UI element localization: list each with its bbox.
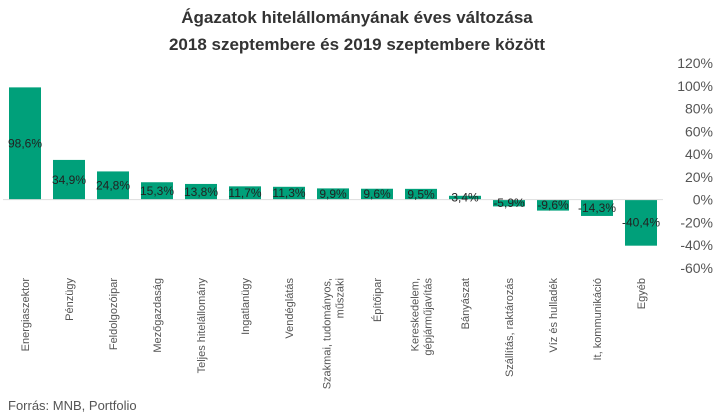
data-label: 9,5%: [407, 187, 435, 201]
category-label-line: műszaki: [335, 278, 347, 318]
data-label: 9,6%: [363, 187, 391, 201]
y-tick-label: 40%: [685, 146, 713, 162]
bar: [317, 188, 349, 200]
data-label: 15,3%: [140, 184, 174, 198]
x-axis: Energiaszektor Pénzügy Feldolgozóipar Mezőg…: [20, 278, 648, 390]
bar: [141, 182, 173, 200]
category-label: Energiaszektor: [20, 278, 32, 352]
category-label: Feldolgozóipar: [108, 278, 120, 350]
category-label: Egyéb: [636, 278, 648, 309]
data-label: 9,9%: [319, 187, 347, 201]
bar: [9, 87, 41, 200]
y-tick-label: -60%: [680, 260, 713, 276]
data-label: 11,3%: [272, 186, 305, 200]
category-label: Bányászat: [460, 278, 472, 329]
category-label: It, kommunikáció: [592, 278, 604, 361]
data-label: -9,6%: [537, 198, 569, 212]
bars-group: [9, 87, 657, 246]
category-label-line: Szakmai, tudományos,: [322, 278, 334, 389]
y-tick-label: 20%: [685, 169, 713, 185]
bar: [537, 199, 569, 211]
category-label-line: Egyéb: [636, 278, 648, 309]
category-label-line: Vendéglátás: [284, 278, 296, 339]
chart-subtitle: 2018 szeptembere és 2019 szeptembere köz…: [169, 35, 545, 54]
data-label: 3,4%: [451, 191, 479, 205]
data-label: 24,8%: [96, 179, 130, 193]
source-note: Forrás: MNB, Portfolio: [8, 398, 137, 413]
category-label: Vendéglátás: [284, 278, 296, 339]
category-label: Építőipar: [371, 278, 384, 322]
category-label-line: Teljes hitelállomány: [196, 278, 208, 374]
bar: [53, 159, 85, 200]
bar: [97, 171, 129, 200]
bar: [405, 188, 437, 200]
y-tick-label: 80%: [685, 101, 713, 117]
category-label: Víz és hulladék: [548, 278, 560, 353]
category-label: Kereskedelem,gépjárműjavítás: [410, 278, 435, 356]
bar: [493, 199, 525, 207]
data-label: -14,3%: [578, 201, 616, 215]
data-label: -5,9%: [493, 196, 525, 210]
data-labels-group: 98,6% 34,9% 24,8% 15,3% 13,8% 11,7% 11,3% 9,9% 9…: [8, 137, 660, 230]
category-label-line: Kereskedelem,: [410, 278, 422, 351]
category-label-line: Víz és hulladék: [548, 278, 560, 353]
y-tick-label: 120%: [677, 55, 713, 71]
data-label: 13,8%: [184, 185, 218, 199]
category-label-line: Pénzügy: [64, 278, 76, 321]
bar: [625, 199, 657, 246]
category-label: Ingatlanügy: [240, 278, 252, 335]
y-tick-label: 100%: [677, 78, 713, 94]
y-axis: 120% 100% 80% 60% 40% 20% 0% -20% -40% -60%: [677, 55, 713, 276]
y-tick-label: 0%: [693, 192, 713, 208]
bar: [361, 188, 393, 200]
bar: [185, 183, 217, 200]
y-tick-label: -20%: [680, 214, 713, 230]
bar: [273, 186, 305, 200]
bar: [581, 199, 613, 216]
y-tick-label: -40%: [680, 237, 713, 253]
bar: [229, 186, 261, 200]
category-label: Teljes hitelállomány: [196, 278, 208, 374]
category-label-line: Energiaszektor: [20, 278, 32, 352]
category-label-line: gépjárműjavítás: [423, 278, 435, 356]
category-label: Pénzügy: [64, 278, 76, 321]
category-label-line: Építőipar: [371, 278, 384, 322]
category-label-line: Feldolgozóipar: [108, 278, 120, 350]
chart-title: Ágazatok hitelállományának éves változás…: [181, 8, 533, 27]
data-label: 34,9%: [52, 173, 86, 187]
category-label-line: It, kommunikáció: [592, 278, 604, 361]
data-label: 98,6%: [8, 137, 42, 151]
bar: [449, 195, 481, 200]
category-label-line: Ingatlanügy: [240, 278, 252, 335]
category-label: Szállítás, raktározás: [504, 278, 516, 378]
category-label-line: Mezőgazdaság: [152, 278, 164, 353]
category-label: Mezőgazdaság: [152, 278, 164, 353]
category-label: Szakmai, tudományos,műszaki: [322, 278, 347, 389]
category-label-line: Szállítás, raktározás: [504, 278, 516, 378]
data-label: 11,7%: [228, 186, 261, 200]
data-label: -40,4%: [622, 216, 660, 230]
category-label-line: Bányászat: [460, 278, 472, 329]
y-tick-label: 60%: [685, 123, 713, 139]
